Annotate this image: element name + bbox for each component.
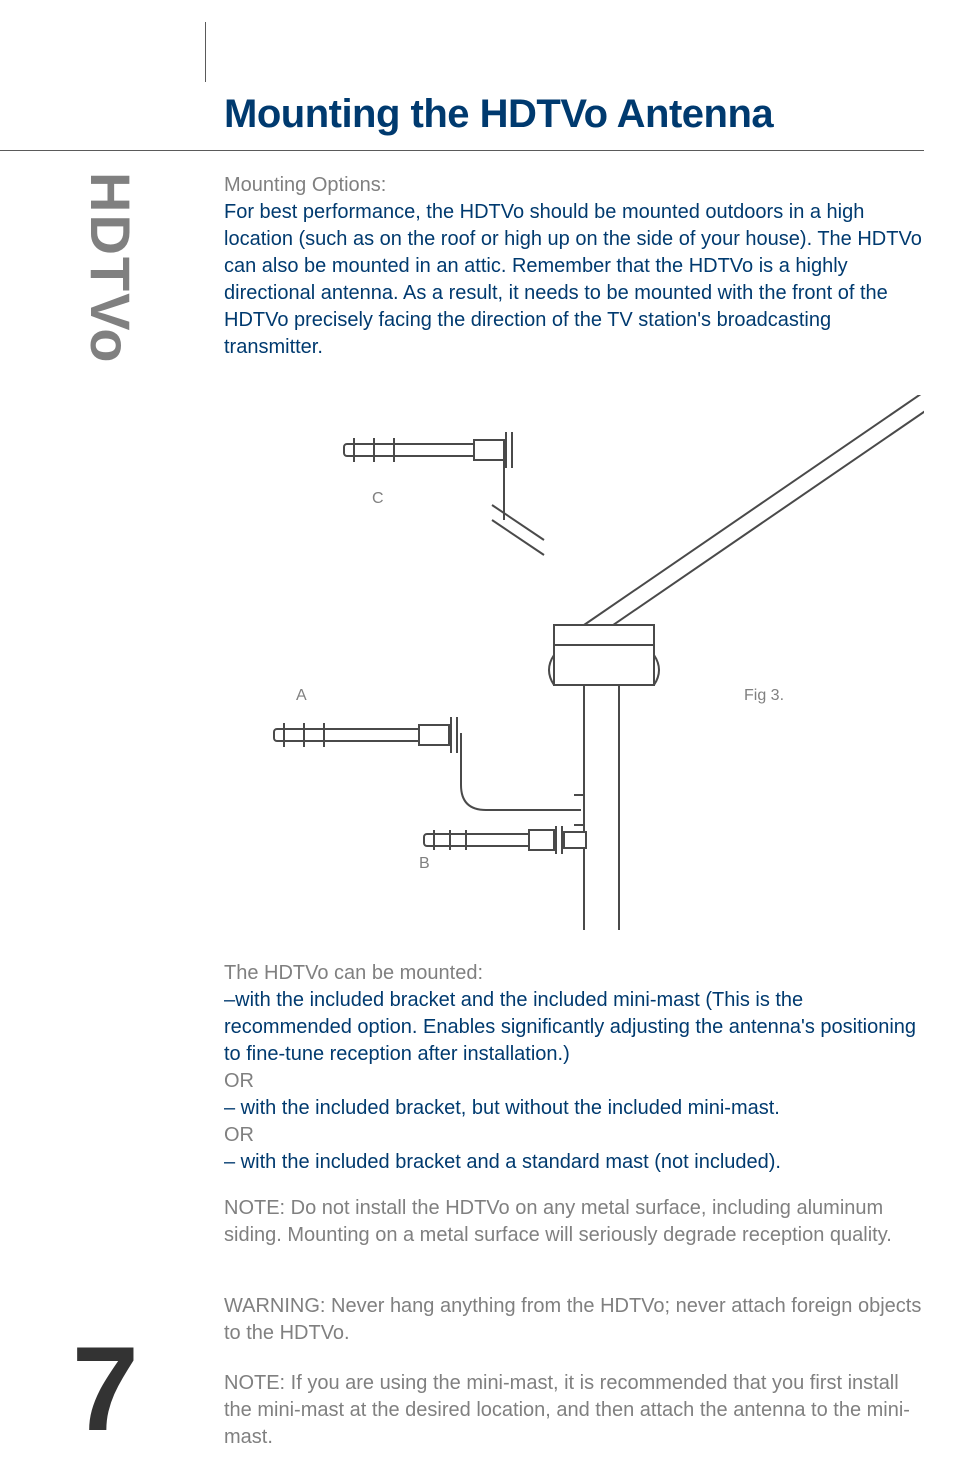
- mount-opt-2: – with the included bracket, but without…: [224, 1097, 780, 1119]
- figure-label-c: C: [372, 490, 384, 508]
- figure-label-b: B: [419, 855, 430, 873]
- mount-opt-1: –with the included bracket and the inclu…: [224, 989, 916, 1065]
- mount-opt-3: – with the included bracket and a standa…: [224, 1151, 781, 1173]
- note-mini-mast: NOTE: If you are using the mini-mast, it…: [224, 1370, 924, 1451]
- page-title: Mounting the HDTVo Antenna: [224, 92, 773, 137]
- mount-or-1: OR: [224, 1070, 254, 1092]
- figure-label-a: A: [296, 687, 307, 705]
- title-underline: [0, 150, 924, 151]
- note-metal-surface: NOTE: Do not install the HDTVo on any me…: [224, 1195, 924, 1249]
- figure-svg: [224, 395, 924, 935]
- intro-subhead: Mounting Options:: [224, 174, 386, 196]
- vertical-rule-top: [205, 22, 206, 82]
- warning-hang: WARNING: Never hang anything from the HD…: [224, 1293, 924, 1347]
- intro-body: For best performance, the HDTVo should b…: [224, 201, 922, 358]
- mounting-options-list: The HDTVo can be mounted: –with the incl…: [224, 960, 924, 1176]
- page-number: 7: [72, 1320, 139, 1458]
- intro-block: Mounting Options: For best performance, …: [224, 172, 924, 361]
- figure-3: A B C Fig 3.: [224, 395, 924, 935]
- mount-or-2: OR: [224, 1124, 254, 1146]
- side-product-label: HDTVo: [78, 172, 143, 365]
- mount-lead: The HDTVo can be mounted:: [224, 962, 483, 984]
- figure-label-caption: Fig 3.: [744, 687, 784, 705]
